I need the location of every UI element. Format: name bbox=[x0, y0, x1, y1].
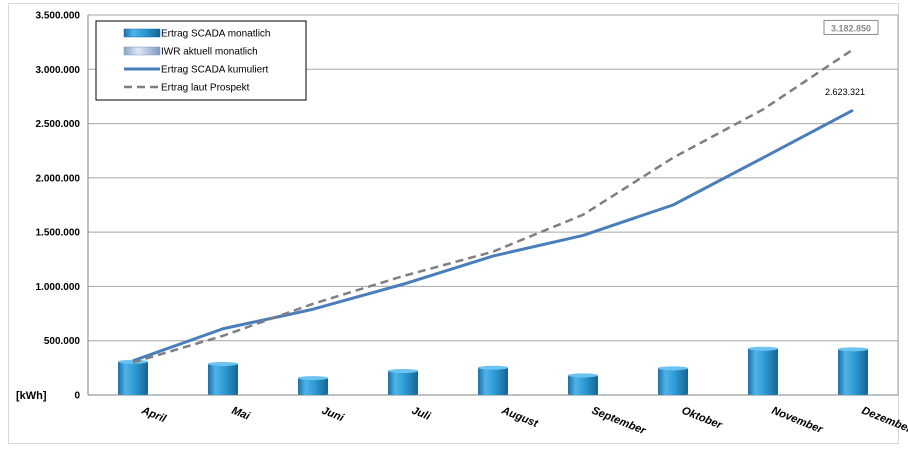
bar-iwr-aktuell-monatlich bbox=[150, 394, 154, 395]
bar-top-highlight bbox=[838, 347, 868, 352]
y-tick-label: 0 bbox=[74, 391, 80, 402]
bar-top-highlight bbox=[478, 365, 508, 370]
unit-label: [kWh] bbox=[16, 390, 47, 402]
bar-iwr-aktuell-monatlich bbox=[870, 394, 874, 395]
x-tick-label: Oktober bbox=[680, 405, 724, 432]
y-tick-label: 2.500.000 bbox=[36, 119, 81, 130]
y-tick-label: 500.000 bbox=[44, 336, 81, 347]
annotation-scada-kumuliert-dezember: 2.623.321 bbox=[825, 87, 865, 97]
bar-ertrag-scada-monatlich bbox=[838, 348, 868, 395]
bar-iwr-aktuell-monatlich bbox=[420, 394, 424, 395]
bar-top-highlight bbox=[388, 369, 418, 374]
x-tick-label: September bbox=[590, 405, 648, 438]
bar-iwr-aktuell-monatlich bbox=[240, 394, 244, 395]
bar-top-highlight bbox=[208, 361, 238, 366]
bar-iwr-aktuell-monatlich bbox=[690, 394, 694, 395]
line-ertrag-scada-kumuliert bbox=[132, 108, 854, 363]
y-tick-label: 3.000.000 bbox=[36, 65, 81, 76]
legend-label: Ertrag laut Prospekt bbox=[161, 83, 250, 94]
y-tick-label: 3.500.000 bbox=[36, 11, 81, 22]
bar-ertrag-scada-monatlich bbox=[478, 366, 508, 395]
x-tick-label: Juni bbox=[320, 405, 346, 425]
x-tick-label: Juli bbox=[410, 405, 433, 424]
bar-ertrag-scada-monatlich bbox=[568, 374, 598, 395]
legend-label: Ertrag SCADA kumuliert bbox=[161, 65, 268, 76]
y-tick-label: 1.500.000 bbox=[36, 228, 81, 239]
x-tick-label: August bbox=[499, 404, 541, 430]
bar-ertrag-scada-monatlich bbox=[298, 377, 328, 395]
x-tick-label: Mai bbox=[230, 405, 252, 423]
x-tick-label: April bbox=[139, 404, 169, 425]
bar-top-highlight bbox=[748, 346, 778, 351]
bar-ertrag-scada-monatlich bbox=[748, 347, 778, 395]
legend-swatch-bar bbox=[123, 28, 161, 38]
bar-ertrag-scada-monatlich bbox=[118, 360, 148, 395]
x-tick-label: Dezember bbox=[860, 405, 908, 436]
legend-label: IWR aktuell monatlich bbox=[161, 47, 258, 58]
legend-label: Ertrag SCADA monatlich bbox=[161, 29, 271, 40]
bar-ertrag-scada-monatlich bbox=[388, 370, 418, 395]
legend: Ertrag SCADA monatlich IWR aktuell monatl… bbox=[95, 20, 307, 101]
bar-ertrag-scada-monatlich bbox=[658, 367, 688, 395]
bar-iwr-aktuell-monatlich bbox=[780, 394, 784, 395]
y-tick-label: 2.000.000 bbox=[36, 173, 81, 184]
bar-top-highlight bbox=[568, 373, 598, 378]
bar-iwr-aktuell-monatlich bbox=[510, 394, 514, 395]
bar-ertrag-scada-monatlich bbox=[208, 362, 238, 395]
x-tick-label: November bbox=[770, 405, 825, 437]
y-tick-label: 1.000.000 bbox=[36, 282, 81, 293]
bar-top-highlight bbox=[658, 366, 688, 371]
legend-swatch-bar bbox=[123, 46, 161, 56]
annotation-prospekt-dezember: 3.182.850 bbox=[831, 23, 871, 33]
annotation-box bbox=[823, 19, 879, 35]
bar-iwr-aktuell-monatlich bbox=[600, 394, 604, 395]
bar-iwr-aktuell-monatlich bbox=[330, 394, 334, 395]
bar-top-highlight bbox=[298, 376, 328, 381]
